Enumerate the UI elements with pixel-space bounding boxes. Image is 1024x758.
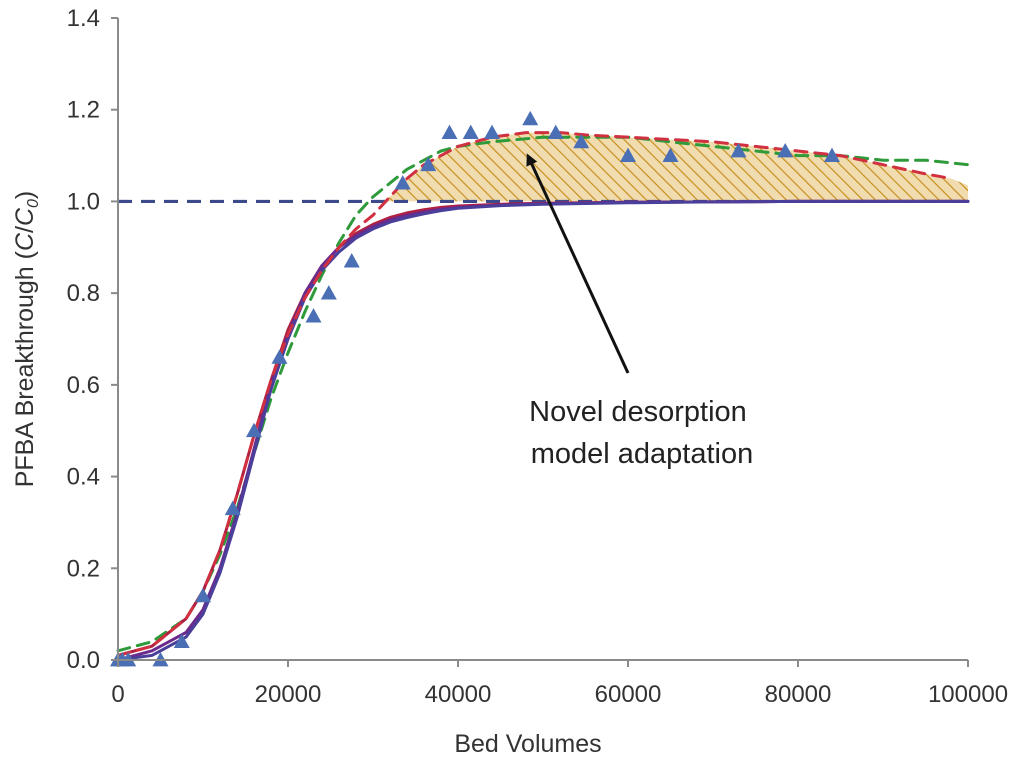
data-point: [420, 156, 437, 172]
data-point: [547, 124, 564, 140]
data-point: [462, 124, 479, 140]
annotation-arrow: [526, 153, 630, 374]
data-point: [173, 633, 190, 649]
annotation-line-2: model adaptation: [531, 438, 754, 470]
x-tick-label: 100000: [928, 681, 1008, 708]
data-point: [305, 308, 322, 323]
y-axis-label-subscript: 0: [25, 199, 42, 208]
data-point: [394, 175, 411, 190]
x-tick-label: 0: [111, 681, 124, 708]
data-point: [343, 253, 360, 268]
model-curve-5: [116, 131, 953, 657]
data-point: [320, 285, 337, 300]
data-point: [824, 147, 840, 162]
y-axis-label-var2: C: [11, 207, 39, 226]
y-axis-label: PFBA Breakthrough (C/C0): [11, 191, 42, 488]
hatched-area-layer: [381, 132, 968, 202]
data-point: [271, 349, 288, 364]
x-axis-label: Bed Volumes: [454, 730, 601, 758]
y-tick-label: 1.2: [67, 97, 100, 124]
y-axis-label-prefix: PFBA Breakthrough (: [11, 250, 39, 487]
y-tick-label: 0.8: [67, 280, 100, 307]
data-point: [662, 147, 679, 162]
data-point: [573, 133, 590, 149]
y-tick-label: 0.0: [67, 647, 100, 674]
y-tick-label: 0.4: [67, 464, 100, 491]
model-curve-3: [116, 199, 970, 662]
x-tick-labels: 0 20000 40000 60000 80000 100000: [111, 681, 1008, 708]
annotation-text: Novel desorption model adaptation: [529, 396, 755, 470]
y-tick-label: 1.4: [67, 5, 100, 32]
model-curve-1: [116, 135, 970, 653]
data-point: [246, 422, 262, 438]
data-point: [195, 587, 211, 603]
x-tick-label: 40000: [425, 681, 492, 708]
data-point: [224, 500, 241, 516]
data-point: [441, 124, 458, 140]
x-tick-label: 20000: [255, 681, 322, 708]
model-curve-2: [116, 199, 970, 657]
annotation-line-1: Novel desorption: [529, 396, 747, 428]
data-point: [522, 110, 539, 126]
hatched-area: [381, 132, 968, 202]
data-point: [484, 124, 500, 140]
y-axis-label-var: C: [11, 232, 39, 251]
axes: [111, 17, 969, 667]
data-point: [730, 142, 747, 158]
x-tick-label: 80000: [765, 681, 832, 708]
y-tick-label: 1.0: [67, 188, 100, 215]
y-tick-label: 0.2: [67, 555, 100, 582]
y-axis-label-slash: /: [11, 226, 39, 233]
x-tick-label: 60000: [595, 681, 662, 708]
model-curves-layer: [116, 131, 970, 662]
y-tick-label: 0.6: [67, 372, 100, 399]
data-point: [620, 147, 636, 162]
model-curve-4: [116, 199, 970, 662]
data-point: [777, 142, 794, 158]
y-tick-labels: 0.0 0.2 0.4 0.6 0.8 1.0 1.2 1.4: [67, 5, 100, 674]
y-axis-label-suffix: ): [11, 191, 39, 199]
data-points-layer: [110, 110, 840, 667]
